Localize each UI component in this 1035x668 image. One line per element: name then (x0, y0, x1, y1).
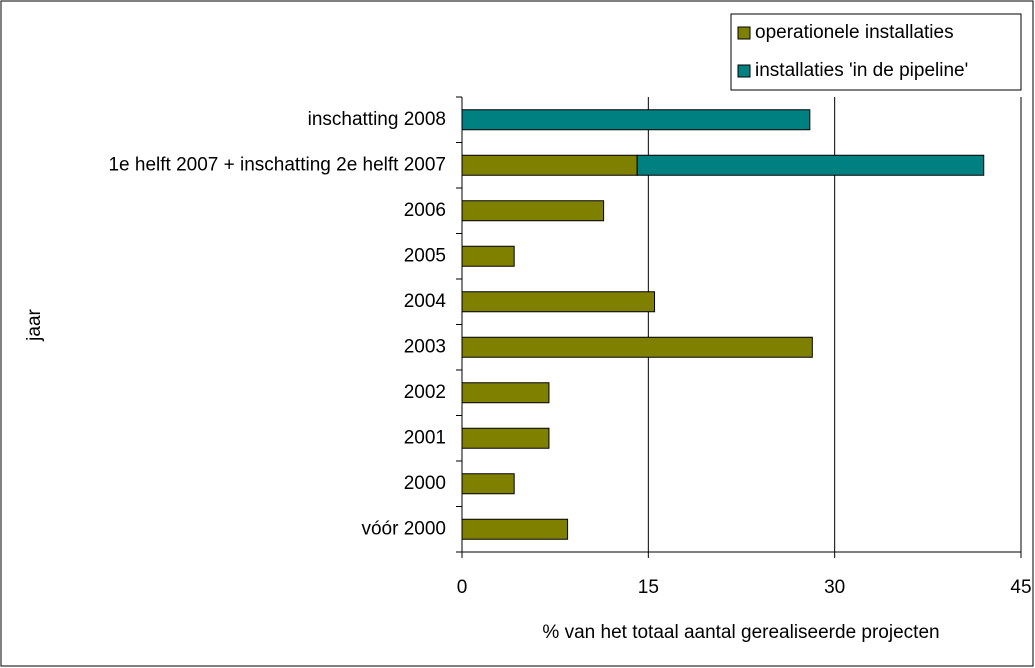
x-tick-label: 0 (457, 577, 468, 598)
x-tick-label: 30 (824, 577, 845, 598)
y-tick-label: 2004 (404, 291, 447, 312)
y-tick-label: 2001 (404, 427, 446, 448)
bar (461, 427, 550, 449)
y-tick-label: 1e helft 2007 + inschatting 2e helft 200… (108, 154, 446, 175)
x-tick-label: 15 (638, 577, 659, 598)
bar (461, 154, 638, 176)
legend-swatch (737, 64, 751, 78)
y-tick-label: inschatting 2008 (308, 109, 446, 130)
bar (461, 109, 811, 131)
y-tick-label: 2002 (404, 382, 446, 403)
bar (461, 245, 515, 267)
bar (461, 382, 550, 404)
y-tick-label: vóór 2000 (361, 518, 446, 539)
x-axis-title: % van het totaal aantal gerealiseerde pr… (542, 622, 939, 643)
x-tick-label: 45 (1010, 577, 1031, 598)
bar (636, 154, 985, 176)
bar (461, 473, 515, 495)
bar (461, 336, 813, 358)
y-tick-label: 2005 (404, 245, 446, 266)
legend-label: operationele installaties (755, 22, 954, 43)
bar (461, 291, 656, 313)
legend-box (730, 13, 1022, 91)
bar (461, 518, 569, 540)
y-tick-label: 2003 (404, 336, 446, 357)
bar (461, 200, 605, 222)
y-axis-title: jaar (24, 308, 45, 341)
legend-swatch (737, 26, 751, 40)
legend-label: installaties 'in de pipeline' (755, 60, 968, 81)
y-tick-label: 2006 (404, 200, 446, 221)
y-tick-label: 2000 (404, 473, 446, 494)
